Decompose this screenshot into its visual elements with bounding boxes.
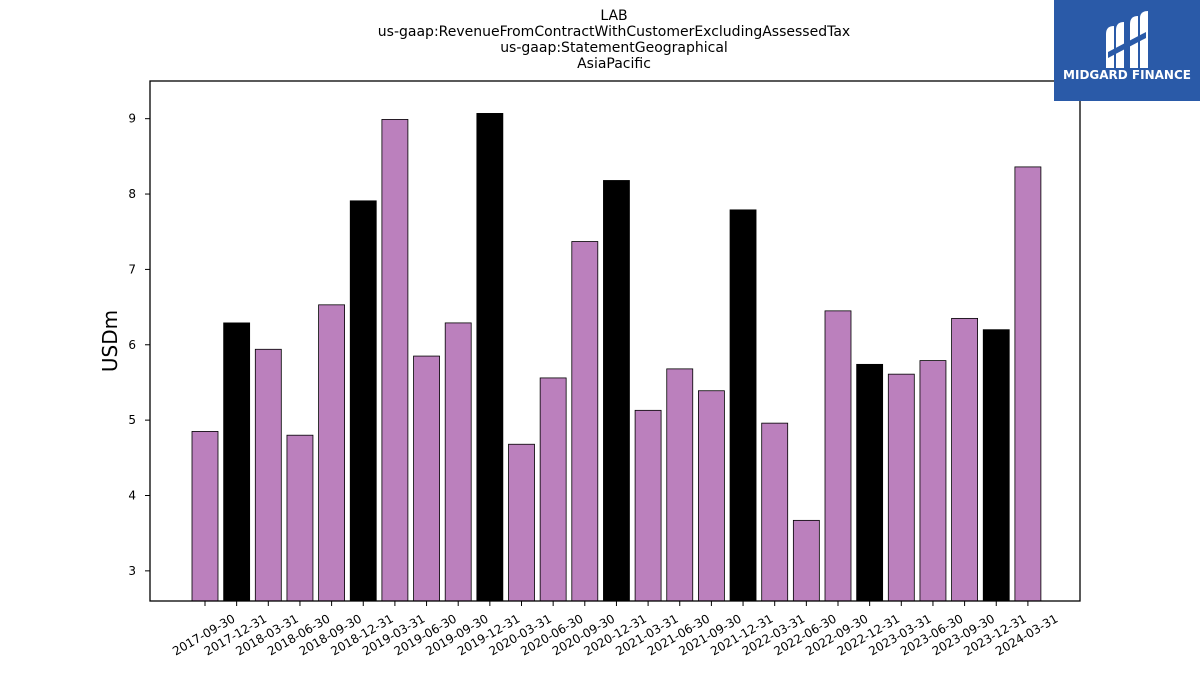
chart-title: LAB us-gaap:RevenueFromContractWithCusto… [378, 8, 850, 72]
y-tick-label-7: 7 [128, 262, 136, 276]
y-axis: 3 4 5 6 7 8 9 [128, 112, 150, 578]
bar-2018-09-30 [318, 304, 346, 602]
bar-2022-06-30 [792, 519, 820, 602]
bar-2023-09-30 [951, 317, 978, 602]
chart-title-line-4: AsiaPacific [577, 56, 651, 72]
bar-2019-03-31 [381, 119, 409, 602]
bar-2018-03-31 [254, 348, 282, 602]
bar-2021-12-31 [729, 209, 757, 602]
bar-2023-03-31 [887, 373, 915, 602]
bar-2024-03-31 [1014, 166, 1042, 602]
bar-2018-06-30 [286, 434, 314, 602]
logo-mark-icon [1106, 11, 1148, 68]
bar-2020-03-31 [508, 443, 535, 602]
bar-2019-06-30 [413, 355, 440, 602]
bar-2023-12-31 [982, 329, 1010, 602]
y-axis-label: USDm [98, 310, 122, 372]
y-tick-label-3: 3 [128, 564, 136, 578]
chart-title-line-3: us-gaap:StatementGeographical [500, 40, 728, 56]
chart-title-line-2: us-gaap:RevenueFromContractWithCustomerE… [378, 24, 850, 40]
bar-2022-09-30 [824, 310, 852, 602]
bar-2020-06-30 [539, 377, 567, 602]
y-tick-label-9: 9 [128, 112, 136, 126]
y-tick-label-4: 4 [128, 488, 136, 502]
logo-text: MIDGARD FINANCE [1063, 68, 1191, 82]
company-logo: MIDGARD FINANCE [1054, 0, 1200, 101]
bar-2019-12-31 [476, 113, 504, 602]
bar-2017-09-30 [191, 431, 219, 602]
bar-2021-06-30 [666, 368, 694, 602]
bar-2017-12-31 [223, 322, 251, 602]
bar-2018-12-31 [349, 200, 377, 602]
bar-2022-03-31 [761, 422, 789, 602]
y-tick-label-6: 6 [128, 338, 136, 352]
bar-2020-09-30 [571, 241, 599, 602]
y-tick-label-5: 5 [128, 413, 136, 427]
bar-2019-09-30 [444, 322, 472, 602]
bar-2020-12-31 [603, 180, 630, 602]
x-axis: 2017-09-302017-12-312018-03-312018-06-30… [170, 601, 1060, 658]
bar-2021-09-30 [698, 390, 725, 602]
bars [191, 113, 1042, 602]
bar-2021-03-31 [634, 409, 662, 602]
bar-2023-06-30 [919, 360, 947, 602]
bar-2022-12-31 [856, 363, 884, 602]
plot-area-frame [149, 80, 1081, 602]
chart-title-line-1: LAB [600, 8, 627, 24]
y-tick-label-8: 8 [128, 187, 136, 201]
